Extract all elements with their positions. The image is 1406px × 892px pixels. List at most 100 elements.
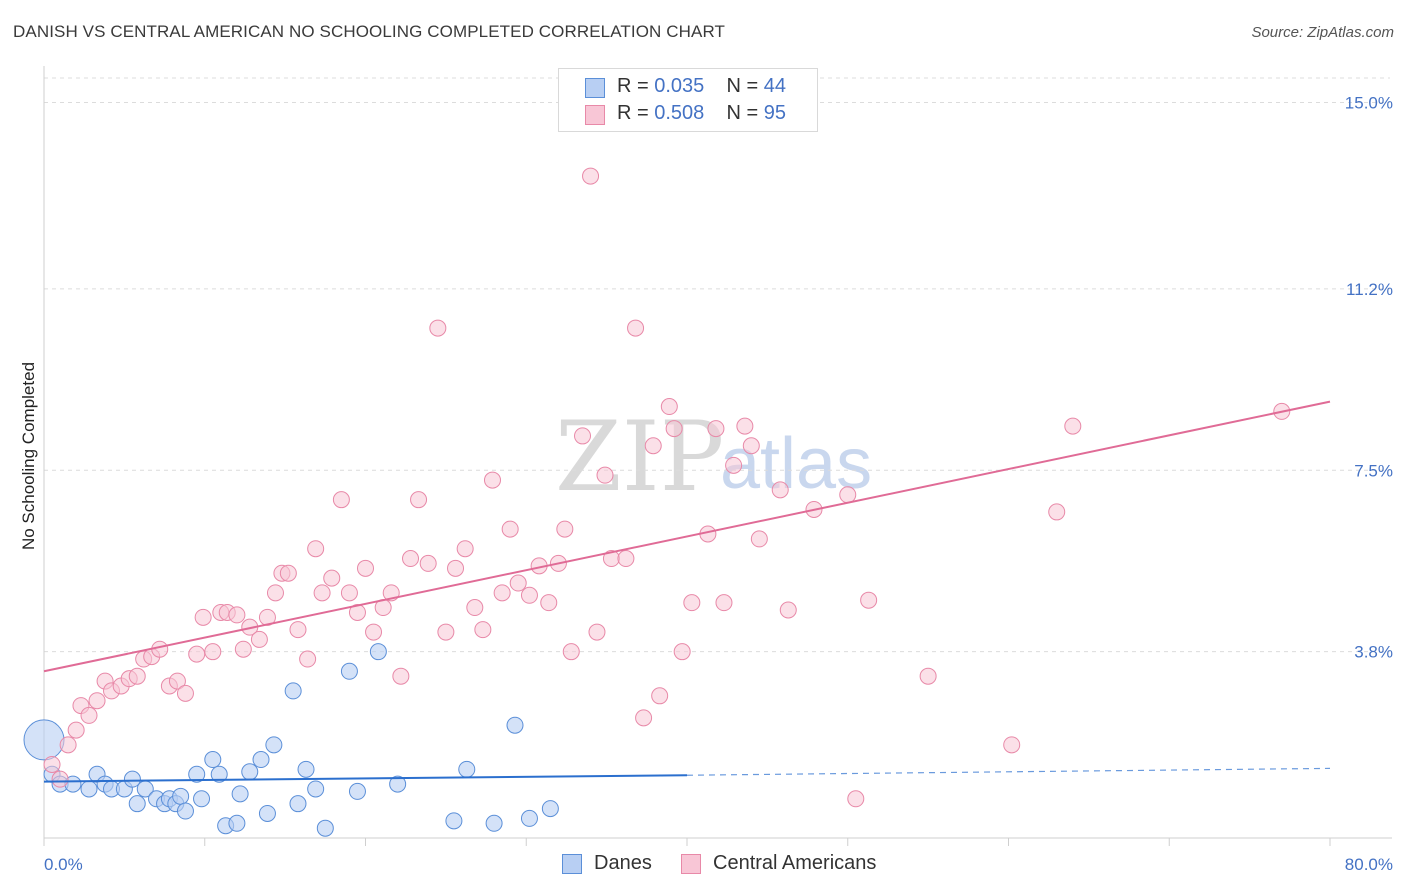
central-swatch: [585, 105, 605, 125]
legend-danes-r-value: 0.035: [654, 75, 705, 97]
central-american-point: [582, 167, 600, 185]
central-american-point: [617, 550, 635, 568]
central-american-point: [357, 559, 374, 577]
central-american-point: [204, 643, 222, 661]
central-american-point: [665, 420, 683, 438]
danes-point: [193, 790, 211, 808]
central-american-point: [707, 420, 725, 438]
central-american-point: [307, 540, 325, 558]
central-american-point: [51, 770, 69, 788]
y-tick-label: 15.0%: [1345, 94, 1393, 113]
central-american-point: [266, 584, 284, 602]
central-american-point: [59, 736, 77, 754]
central-american-point: [588, 623, 606, 641]
danes-point: [172, 787, 190, 805]
central-american-point: [596, 466, 614, 484]
danes-point: [348, 782, 366, 800]
legend-danes-n-label: N =: [726, 75, 764, 97]
danes-point: [506, 716, 524, 734]
danes-point: [520, 809, 538, 827]
central-american-point: [509, 574, 527, 592]
danes-point: [210, 765, 228, 783]
watermark-zip: ZIP: [555, 401, 724, 513]
central-american-point: [419, 554, 437, 572]
correlation-legend: R = 0.035 N = 44 R = 0.508 N = 95: [558, 68, 818, 132]
source-label: Source: ZipAtlas.com: [1251, 24, 1394, 41]
danes-point: [23, 719, 65, 761]
central-american-point: [151, 640, 169, 658]
danes-swatch: [585, 78, 605, 98]
central-american-point: [493, 584, 511, 602]
legend-central-n-value: 95: [763, 102, 787, 124]
danes-point: [458, 760, 476, 778]
central-american-point: [88, 692, 106, 710]
y-axis-label: No Schooling Completed: [19, 362, 38, 550]
central-american-point: [228, 606, 246, 624]
central-american-point: [683, 594, 701, 612]
danes-point: [541, 800, 559, 818]
gridlines: [44, 77, 1390, 653]
central-american-point: [839, 486, 857, 504]
central-american-point: [313, 584, 331, 602]
bottom-danes-swatch: [562, 854, 582, 874]
central-american-point: [168, 672, 186, 690]
y-tick-label: 3.8%: [1354, 643, 1393, 662]
danes-point: [284, 682, 302, 700]
danes-point: [307, 780, 325, 798]
central-american-point: [847, 790, 865, 808]
central-american-point: [188, 645, 206, 663]
central-american-point: [80, 706, 98, 724]
danes-point: [123, 770, 141, 788]
legend-central-n-label: N =: [726, 102, 764, 124]
central-american-point: [456, 540, 474, 558]
central-american-point: [250, 630, 268, 648]
central-american-point: [279, 564, 297, 582]
central-american-point: [736, 417, 754, 435]
central-american-point: [501, 520, 519, 538]
danes-point: [340, 662, 358, 680]
central-american-point: [340, 584, 358, 602]
danes-trend-extension: [686, 767, 1331, 776]
central-american-point: [673, 643, 691, 661]
axes: [43, 66, 1392, 846]
central-american-point: [289, 621, 307, 639]
chart-title: DANISH VS CENTRAL AMERICAN NO SCHOOLING …: [13, 22, 725, 41]
central-american-point: [779, 601, 797, 619]
central-american-point: [1003, 736, 1021, 754]
central-american-point: [299, 650, 317, 668]
danes-point: [252, 751, 270, 769]
central-american-point: [323, 569, 341, 587]
central-american-point: [574, 427, 592, 445]
danes-point: [231, 785, 249, 803]
central-american-point: [402, 550, 420, 568]
legend-central-r-label: R =: [617, 102, 655, 124]
central-american-point: [860, 591, 878, 609]
danes-point: [128, 795, 146, 813]
central-american-point: [556, 520, 574, 538]
central-american-point: [715, 594, 733, 612]
danes-point: [297, 760, 315, 778]
tick-labels: 3.8% 7.5% 11.2% 15.0% 0.0% 80.0%: [44, 94, 1393, 874]
legend-danes-n-value: 44: [763, 75, 787, 97]
danes-point: [485, 814, 503, 832]
danes-point: [289, 795, 307, 813]
central-american-point: [392, 667, 410, 685]
legend-danes-r-label: R =: [617, 75, 655, 97]
danes-series: [23, 643, 559, 837]
danes-point: [445, 812, 463, 830]
legend-danes-text: R = 0.035 N = 44: [617, 75, 786, 98]
bottom-central-swatch: [681, 854, 701, 874]
danes-point: [80, 780, 98, 798]
central-american-point: [1064, 417, 1082, 435]
central-american-point: [447, 559, 465, 577]
danes-point: [258, 804, 276, 822]
central-american-point: [466, 599, 484, 617]
central-american-point: [429, 319, 447, 337]
central-american-point: [562, 643, 580, 661]
danes-point: [369, 643, 387, 661]
central-american-point: [635, 709, 653, 727]
danes-point: [228, 814, 246, 832]
central-american-point: [176, 684, 194, 702]
y-tick-label: 7.5%: [1354, 461, 1393, 480]
